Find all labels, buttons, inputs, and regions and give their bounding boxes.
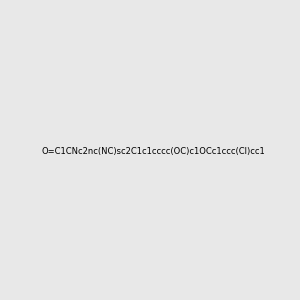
Text: O=C1CNc2nc(NC)sc2C1c1cccc(OC)c1OCc1ccc(Cl)cc1: O=C1CNc2nc(NC)sc2C1c1cccc(OC)c1OCc1ccc(C… bbox=[42, 147, 266, 156]
